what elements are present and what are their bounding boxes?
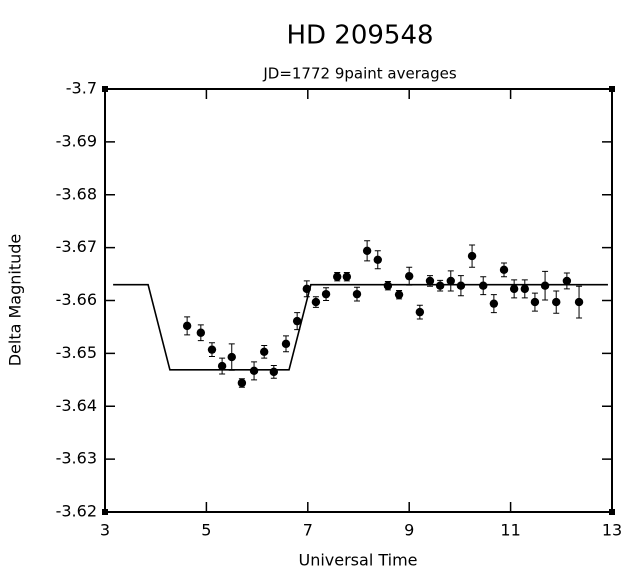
data-point: [217, 361, 227, 371]
data-point: [552, 297, 561, 307]
data-point: [574, 297, 584, 307]
data-point: [520, 284, 529, 294]
y-tick-label: -3.63: [56, 449, 97, 468]
chart-title: HD 209548: [286, 21, 433, 51]
data-point: [227, 352, 236, 362]
y-tick-label: -3.64: [56, 396, 97, 415]
y-tick-label: -3.66: [56, 290, 97, 309]
x-tick-label: 9: [404, 521, 414, 540]
data-point: [405, 271, 414, 281]
x-tick-label: 7: [303, 521, 313, 540]
data-point: [394, 290, 404, 299]
data-point: [383, 281, 393, 290]
y-axis-label: Delta Magnitude: [6, 234, 25, 367]
x-tick-label: 11: [500, 521, 520, 540]
y-tick-label: -3.67: [56, 237, 97, 256]
data-point: [456, 281, 466, 290]
data-point: [489, 299, 499, 308]
data-point: [499, 265, 509, 275]
data-point: [352, 289, 362, 299]
x-axis-label: Universal Time: [298, 551, 417, 570]
data-point: [269, 367, 279, 377]
data-point: [249, 366, 259, 376]
model-line: [113, 283, 608, 371]
data-point: [530, 297, 540, 307]
data-point: [302, 284, 311, 294]
data-point: [292, 316, 302, 326]
data-point: [425, 276, 435, 286]
y-tick-label: -3.65: [56, 343, 97, 362]
y-tick-label: -3.69: [56, 131, 97, 150]
data-point: [259, 347, 269, 356]
data-point: [479, 281, 488, 290]
data-point: [435, 281, 445, 290]
data-point: [281, 339, 291, 349]
data-point: [237, 378, 247, 388]
data-point: [333, 272, 342, 281]
data-point: [540, 281, 550, 290]
x-tick-label: 3: [100, 521, 110, 540]
data-point: [207, 345, 217, 354]
y-tick-label: -3.62: [56, 502, 97, 521]
data-point: [321, 289, 331, 299]
data-point: [446, 276, 455, 286]
data-point: [182, 321, 192, 331]
y-tick-label: -3.7: [66, 79, 97, 98]
data-point: [562, 276, 572, 286]
data-point: [373, 255, 382, 264]
data-point: [467, 251, 477, 261]
data-point: [415, 307, 425, 317]
x-tick-label: 5: [201, 521, 211, 540]
data-point: [311, 297, 321, 307]
data-point: [509, 284, 519, 294]
y-tick-label: -3.68: [56, 184, 97, 203]
x-tick-label: 13: [602, 521, 622, 540]
chart-subtitle: JD=1772 9paint averages: [262, 65, 456, 83]
data-point: [196, 328, 206, 337]
data-point: [342, 272, 352, 281]
data-point: [362, 246, 372, 255]
